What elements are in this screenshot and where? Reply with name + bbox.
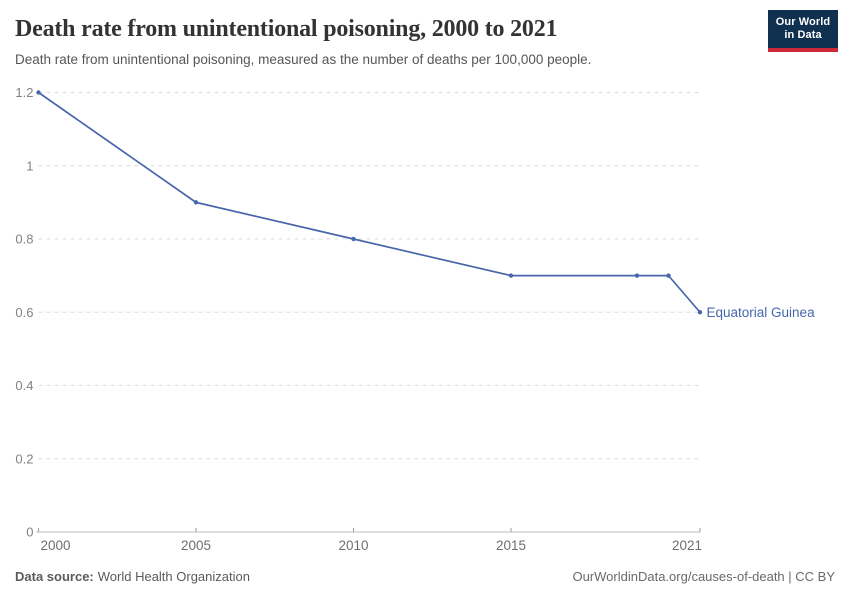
data-source-value: World Health Organization: [97, 569, 250, 584]
series-line[interactable]: [37, 91, 701, 314]
x-axis-tick-label: 2015: [496, 538, 526, 553]
chart-footer: Data source: World Health Organization Ou…: [15, 569, 835, 585]
entity-label[interactable]: Equatorial Guinea: [707, 305, 816, 320]
y-axis-tick-label: 1.2: [15, 85, 33, 100]
data-point[interactable]: [697, 310, 703, 315]
y-axis-tick-label: 0.8: [15, 232, 33, 247]
data-point[interactable]: [634, 273, 640, 278]
owid-logo[interactable]: Our World in Data: [768, 10, 838, 52]
x-axis-tick-label: 2010: [338, 538, 368, 553]
owid-logo-text-line1: Our World: [775, 16, 831, 28]
credit-link[interactable]: OurWorldinData.org/causes-of-death | CC …: [572, 569, 835, 584]
y-axis-tick-label: 0.6: [15, 305, 33, 320]
chart-title: Death rate from unintentional poisoning,…: [15, 16, 558, 42]
x-axis-tick-label: 2005: [181, 538, 211, 553]
x-axis-tick-label: 2000: [41, 538, 71, 553]
data-source-label: Data source:: [15, 569, 94, 584]
data-source: Data source: World Health Organization: [15, 569, 250, 585]
data-point[interactable]: [351, 236, 356, 242]
y-axis-tick-label: 1: [26, 158, 33, 173]
data-point[interactable]: [508, 273, 514, 278]
data-point[interactable]: [36, 90, 41, 95]
data-point[interactable]: [666, 273, 671, 278]
y-axis-tick-label: 0: [26, 525, 33, 540]
line-chart-canvas[interactable]: 0 0.2 0.4 0.6 0.8 1 1.2 2000 2005 2010 2015 2021 Equ…: [0, 80, 850, 560]
y-axis-tick-label: 0.2: [15, 451, 33, 466]
owid-logo-text-line2: in Data: [784, 29, 822, 41]
chart-subtitle: Death rate from unintentional poisoning,…: [15, 52, 592, 67]
y-axis-tick-label: 0.4: [15, 378, 33, 393]
x-axis-tick-label: 2021: [672, 538, 702, 553]
data-point[interactable]: [193, 200, 199, 205]
